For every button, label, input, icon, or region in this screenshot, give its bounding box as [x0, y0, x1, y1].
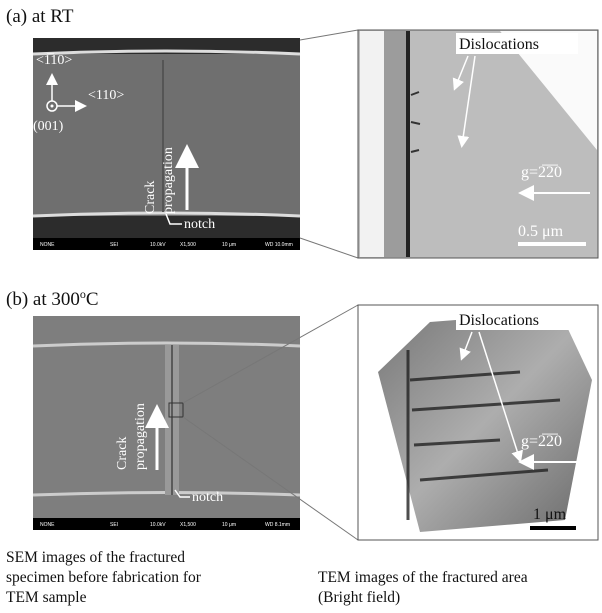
plane-label: (001)	[33, 119, 64, 134]
dislocations-label: Dislocations	[459, 312, 539, 329]
crack-label: Crack	[115, 437, 130, 470]
tem-image	[358, 305, 598, 540]
zoom-line	[300, 238, 358, 258]
sem-footer-text: NONE	[40, 522, 55, 528]
caption: TEM images of the fractured area	[318, 569, 528, 586]
caption: specimen before fabrication for	[6, 569, 202, 586]
crack-label: propagation	[161, 147, 176, 214]
sem-footer-text: X1,500	[180, 522, 196, 528]
sem-footer-text: SEI	[110, 522, 118, 528]
sem-footer-text: X1,500	[180, 242, 196, 248]
sem-footer-text: 10.0kV	[150, 242, 166, 248]
direction-label: <1̅10>	[36, 53, 72, 68]
g-vector-label: g=2̅2̅0	[521, 164, 562, 181]
panel-label: (a) at RT	[6, 6, 74, 27]
sem-footer-text: 10 μm	[222, 242, 236, 248]
panel-label: (b) at 300oC	[6, 287, 99, 310]
direction-label: <110>	[88, 88, 124, 103]
sem-footer-text: 10.0kV	[150, 522, 166, 528]
caption: (Bright field)	[318, 589, 400, 606]
sem-image	[33, 316, 300, 530]
zoom-line	[300, 30, 358, 40]
caption: TEM sample	[6, 589, 87, 606]
scale-bar-label: 0.5 μm	[518, 223, 564, 240]
figure: (a) at RT <1̅10> <110> (001) Crack propa…	[0, 0, 602, 613]
dislocations-label: Dislocations	[459, 36, 539, 53]
sem-footer-text: NONE	[40, 242, 55, 248]
crack-label: Crack	[143, 181, 158, 214]
sem-footer-text: SEI	[110, 242, 118, 248]
notch-label: notch	[192, 490, 223, 505]
sem-image	[33, 38, 300, 250]
sem-footer-text: WD 8.1mm	[265, 522, 290, 528]
sem-footer-text: WD 10.0mm	[265, 242, 293, 248]
sem-footer-text: 10 μm	[222, 522, 236, 528]
notch-label: notch	[184, 217, 215, 232]
caption: SEM images of the fractured	[6, 549, 185, 566]
scale-bar-label: 1 μm	[533, 506, 567, 523]
crack-label: propagation	[133, 403, 148, 470]
g-vector-label: g=2̅2̅0	[521, 433, 562, 450]
